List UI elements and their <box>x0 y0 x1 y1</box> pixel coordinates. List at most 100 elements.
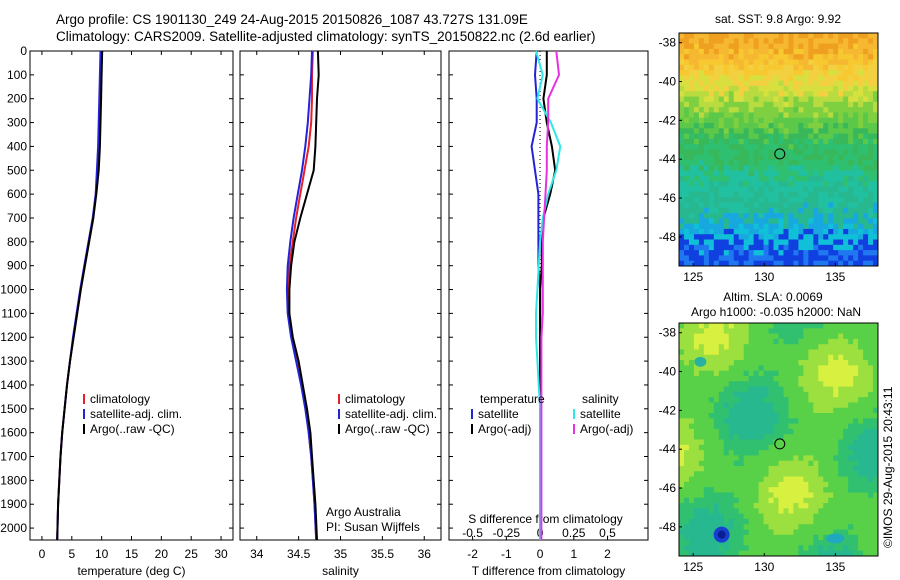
y-tick-label: 1000 <box>0 283 27 297</box>
x-axis-label: T difference from climatology <box>472 564 626 578</box>
eddy-feature <box>694 356 707 367</box>
y-tick-label: -42 <box>659 403 677 417</box>
y-tick-label: 400 <box>7 139 27 153</box>
x-top-tick-label: 0.5 <box>599 526 616 540</box>
temp-diff-legend-entry: Argo(-adj) <box>478 422 531 436</box>
x-tick-label: 10 <box>95 547 109 561</box>
x-tick-label: 125 <box>683 560 703 574</box>
y-tick-label: 1200 <box>0 330 27 344</box>
argo-location-marker <box>774 438 786 450</box>
y-tick-label: 1100 <box>1 306 27 320</box>
sla-map-title: Altim. SLA: 0.0069 <box>723 290 823 304</box>
x-tick-label: 34.5 <box>287 547 311 561</box>
plot-frame-1 <box>29 50 234 541</box>
pi-note: PI: Susan Wijffels <box>326 520 420 534</box>
temp-legend-entry: satellite-adj. clim. <box>90 407 182 421</box>
series-line <box>540 50 561 540</box>
eddy-feature <box>826 533 845 544</box>
map-frame <box>678 322 879 557</box>
x-tick-label: -1 <box>501 547 512 561</box>
argo-australia-note: Argo Australia <box>326 505 401 519</box>
x-tick-label: 36 <box>418 547 432 561</box>
y-tick-label: -44 <box>659 152 677 166</box>
x-top-tick-label: 0.25 <box>562 526 586 540</box>
y-tick-label: 500 <box>7 163 27 177</box>
x-top-tick-label: -0.5 <box>462 526 483 540</box>
series-line <box>535 50 562 540</box>
climatology-title: Climatology: CARS2009. Satellite-adjuste… <box>56 29 596 44</box>
sal-diff-legend-entry: satellite <box>580 407 621 421</box>
x-tick-label: 15 <box>125 547 139 561</box>
sal-legend-entry: Argo(..raw -QC) <box>345 422 430 436</box>
x-tick-label: 135 <box>825 560 845 574</box>
y-tick-label: -48 <box>659 230 677 244</box>
x-tick-label: 34 <box>250 547 264 561</box>
x-tick-label: 25 <box>185 547 199 561</box>
x-tick-label: 125 <box>683 270 703 284</box>
y-tick-label: -44 <box>659 442 677 456</box>
y-tick-label: 200 <box>7 92 27 106</box>
y-tick-label: 1900 <box>0 497 27 511</box>
x-tick-label: 30 <box>214 547 228 561</box>
map-frame <box>678 32 879 267</box>
y-tick-label: -40 <box>659 75 677 89</box>
temp-legend-entry: Argo(..raw -QC) <box>90 422 175 436</box>
y-tick-label: 300 <box>7 116 27 130</box>
imos-timestamp: ©IMOS 29-Aug-2015 20:43:11 <box>881 386 895 548</box>
y-tick-label: 100 <box>7 68 27 82</box>
y-tick-label: -38 <box>659 36 677 50</box>
plot-frame-2 <box>239 50 442 541</box>
y-tick-label: 0 <box>20 44 27 58</box>
sst-map <box>679 33 879 267</box>
argo-location-marker <box>774 148 786 160</box>
x-tick-label: 2 <box>604 547 611 561</box>
y-tick-label: 700 <box>7 211 27 225</box>
x-tick-label: 35.5 <box>371 547 395 561</box>
series-line <box>288 50 320 541</box>
y-tick-label: -46 <box>659 481 677 495</box>
sla-map <box>679 323 879 557</box>
y-tick-label: 2000 <box>0 521 27 535</box>
y-tick-label: -40 <box>659 365 677 379</box>
y-tick-label: 1700 <box>0 450 27 464</box>
sla-map-subtitle: Argo h1000: -0.035 h2000: NaN <box>691 305 861 319</box>
series-line <box>285 50 318 541</box>
profile-title: Argo profile: CS 1901130_249 24-Aug-2015… <box>56 12 528 27</box>
x-axis-label: salinity <box>322 564 359 578</box>
y-tick-label: -46 <box>659 191 677 205</box>
sst-map-title: sat. SST: 9.8 Argo: 9.92 <box>715 12 841 26</box>
sal-legend-entry: satellite-adj. clim. <box>345 407 437 421</box>
y-tick-label: 600 <box>7 187 27 201</box>
y-tick-label: -48 <box>659 520 677 534</box>
x-tick-label: 20 <box>155 547 169 561</box>
y-tick-label: 1300 <box>0 354 27 368</box>
y-tick-label: -38 <box>659 326 677 340</box>
y-tick-label: -42 <box>659 113 677 127</box>
temp-diff-legend-entry: satellite <box>478 407 519 421</box>
sal-diff-legend-title: salinity <box>582 392 619 406</box>
x-tick-label: 35 <box>334 547 348 561</box>
x-tick-label: 130 <box>754 270 774 284</box>
eddy-core <box>717 530 726 539</box>
sal-diff-legend-entry: Argo(-adj) <box>580 422 633 436</box>
y-tick-label: 800 <box>7 235 27 249</box>
x-tick-label: 0 <box>39 547 46 561</box>
y-tick-label: 1400 <box>0 378 27 392</box>
x-tick-label: 5 <box>68 547 75 561</box>
x-tick-label: 0 <box>537 547 544 561</box>
x-tick-label: 135 <box>825 270 845 284</box>
x-tick-label: 130 <box>754 560 774 574</box>
y-tick-label: 1800 <box>0 473 27 487</box>
x-top-tick-label: -0.25 <box>493 526 521 540</box>
x-tick-label: -2 <box>467 547 478 561</box>
temp-diff-legend-title: temperature <box>480 392 545 406</box>
temp-legend-entry: climatology <box>90 392 150 406</box>
y-tick-label: 1600 <box>0 426 27 440</box>
x-axis-label: temperature (deg C) <box>77 564 185 578</box>
series-line <box>56 50 104 541</box>
y-tick-label: 1500 <box>0 402 27 416</box>
x-top-axis-label: S difference from climatology <box>468 512 623 526</box>
sal-legend-entry: climatology <box>345 392 405 406</box>
y-tick-label: 900 <box>7 259 27 273</box>
